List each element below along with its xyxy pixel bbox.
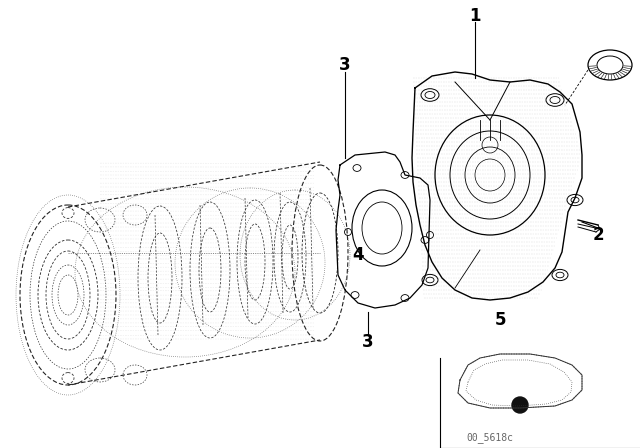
- Text: 00_5618c: 00_5618c: [467, 432, 513, 443]
- Text: 2: 2: [592, 226, 604, 244]
- Ellipse shape: [552, 269, 568, 280]
- Circle shape: [512, 397, 528, 413]
- Text: 4: 4: [352, 246, 364, 264]
- Ellipse shape: [546, 94, 564, 106]
- Text: 3: 3: [362, 333, 374, 351]
- Text: 1: 1: [469, 7, 481, 25]
- Ellipse shape: [421, 89, 439, 101]
- Text: 3: 3: [339, 56, 351, 74]
- Ellipse shape: [567, 194, 583, 206]
- Text: 5: 5: [494, 311, 506, 329]
- Ellipse shape: [422, 274, 438, 286]
